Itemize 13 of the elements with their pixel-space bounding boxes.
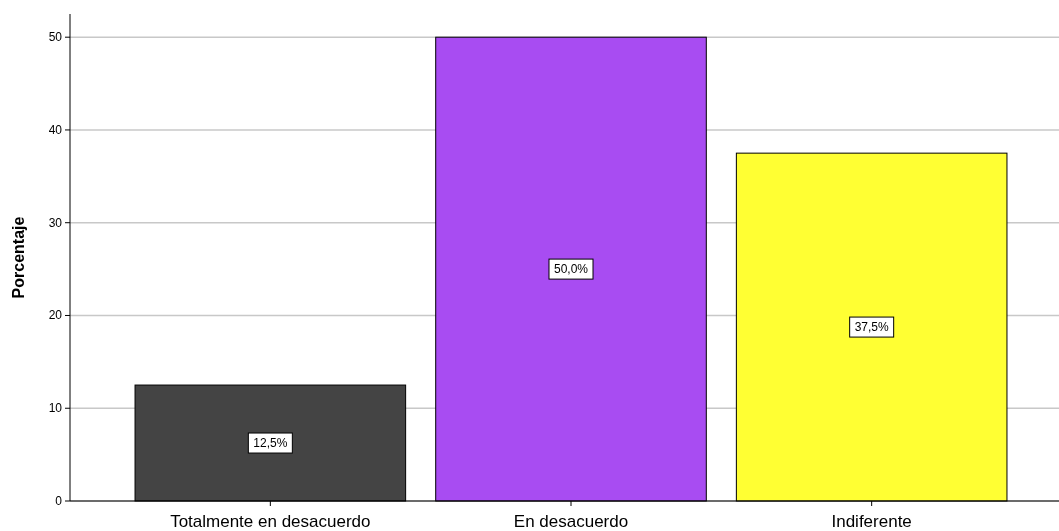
- x-tick-label: En desacuerdo: [513, 512, 629, 531]
- y-tick-label: 30: [48, 215, 63, 230]
- x-tick-label: Indiferente: [831, 512, 912, 531]
- x-tick-label: Totalmente en desacuerdo: [170, 512, 371, 531]
- y-tick-label: 0: [55, 494, 63, 508]
- y-tick-label: 20: [48, 308, 63, 323]
- y-tick-label: 40: [48, 122, 63, 137]
- data-label: 12,5%: [253, 436, 288, 451]
- y-axis-title: Porcentaje: [10, 216, 27, 299]
- data-label: 37,5%: [854, 320, 890, 335]
- y-tick-label: 50: [48, 30, 63, 45]
- y-tick-label: 10: [48, 401, 63, 416]
- data-label: 50,0%: [553, 262, 589, 277]
